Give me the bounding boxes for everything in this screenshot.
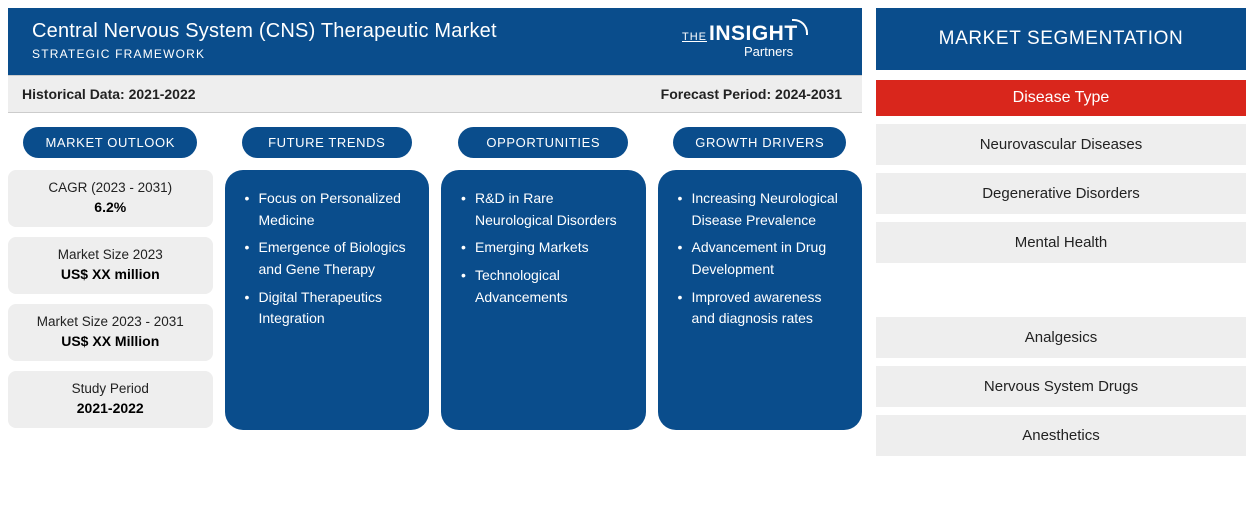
list-item: Emergence of Biologics and Gene Therapy bbox=[245, 237, 412, 280]
seg-category-disease-type: Disease Type bbox=[876, 80, 1246, 116]
forecast-period: Forecast Period: 2024-2031 bbox=[661, 86, 842, 102]
historical-value: 2021-2022 bbox=[129, 86, 196, 102]
growth-drivers-card: Increasing Neurological Disease Prevalen… bbox=[658, 170, 863, 430]
seg-item: Analgesics bbox=[876, 317, 1246, 358]
growth-drivers-column: GROWTH DRIVERS Increasing Neurological D… bbox=[658, 127, 863, 430]
list-item: Digital Therapeutics Integration bbox=[245, 287, 412, 330]
period-bar: Historical Data: 2021-2022 Forecast Peri… bbox=[8, 75, 862, 113]
opportunities-pill: OPPORTUNITIES bbox=[458, 127, 628, 158]
brand-logo: THE INSIGHT Partners bbox=[682, 22, 842, 60]
list-item: Increasing Neurological Disease Prevalen… bbox=[678, 188, 845, 231]
seg-item: Mental Health bbox=[876, 222, 1246, 263]
future-trends-pill: FUTURE TRENDS bbox=[242, 127, 412, 158]
page-subtitle: STRATEGIC FRAMEWORK bbox=[32, 47, 497, 61]
logo-insight: INSIGHT bbox=[709, 22, 798, 46]
segmentation-panel: MARKET SEGMENTATION Disease Type Neurova… bbox=[876, 8, 1246, 456]
historical-data: Historical Data: 2021-2022 bbox=[22, 86, 196, 102]
seg-category-drug-type: Drug Type bbox=[876, 273, 1246, 309]
list-item: R&D in Rare Neurological Disorders bbox=[461, 188, 628, 231]
seg-item: Nervous System Drugs bbox=[876, 366, 1246, 407]
historical-label: Historical Data: bbox=[22, 86, 125, 102]
opportunities-column: OPPORTUNITIES R&D in Rare Neurological D… bbox=[441, 127, 646, 430]
header-titles: Central Nervous System (CNS) Therapeutic… bbox=[32, 20, 497, 61]
logo-the: THE bbox=[682, 31, 707, 43]
list-item: Technological Advancements bbox=[461, 265, 628, 308]
forecast-value: 2024-2031 bbox=[775, 86, 842, 102]
market-outlook-column: MARKET OUTLOOK CAGR (2023 - 2031) 6.2% M… bbox=[8, 127, 213, 430]
market-outlook-list: CAGR (2023 - 2031) 6.2% Market Size 2023… bbox=[8, 170, 213, 428]
content-columns: MARKET OUTLOOK CAGR (2023 - 2031) 6.2% M… bbox=[8, 127, 862, 430]
outlook-study-period: Study Period 2021-2022 bbox=[8, 371, 213, 428]
future-trends-column: FUTURE TRENDS Focus on Personalized Medi… bbox=[225, 127, 430, 430]
segmentation-title: MARKET SEGMENTATION bbox=[876, 8, 1246, 70]
growth-drivers-pill: GROWTH DRIVERS bbox=[673, 127, 846, 158]
list-item: Focus on Personalized Medicine bbox=[245, 188, 412, 231]
seg-item: Degenerative Disorders bbox=[876, 173, 1246, 214]
outlook-size-2023: Market Size 2023 US$ XX million bbox=[8, 237, 213, 294]
opportunities-card: R&D in Rare Neurological Disorders Emerg… bbox=[441, 170, 646, 430]
market-outlook-pill: MARKET OUTLOOK bbox=[23, 127, 197, 158]
page-title: Central Nervous System (CNS) Therapeutic… bbox=[32, 20, 497, 43]
outlook-size-range: Market Size 2023 - 2031 US$ XX Million bbox=[8, 304, 213, 361]
outlook-cagr: CAGR (2023 - 2031) 6.2% bbox=[8, 170, 213, 227]
seg-item: Anesthetics bbox=[876, 415, 1246, 456]
logo-partners: Partners bbox=[744, 44, 793, 59]
seg-item: Neurovascular Diseases bbox=[876, 124, 1246, 165]
header-bar: Central Nervous System (CNS) Therapeutic… bbox=[8, 8, 862, 75]
list-item: Advancement in Drug Development bbox=[678, 237, 845, 280]
list-item: Emerging Markets bbox=[461, 237, 628, 259]
future-trends-card: Focus on Personalized Medicine Emergence… bbox=[225, 170, 430, 430]
forecast-label: Forecast Period: bbox=[661, 86, 771, 102]
list-item: Improved awareness and diagnosis rates bbox=[678, 287, 845, 330]
